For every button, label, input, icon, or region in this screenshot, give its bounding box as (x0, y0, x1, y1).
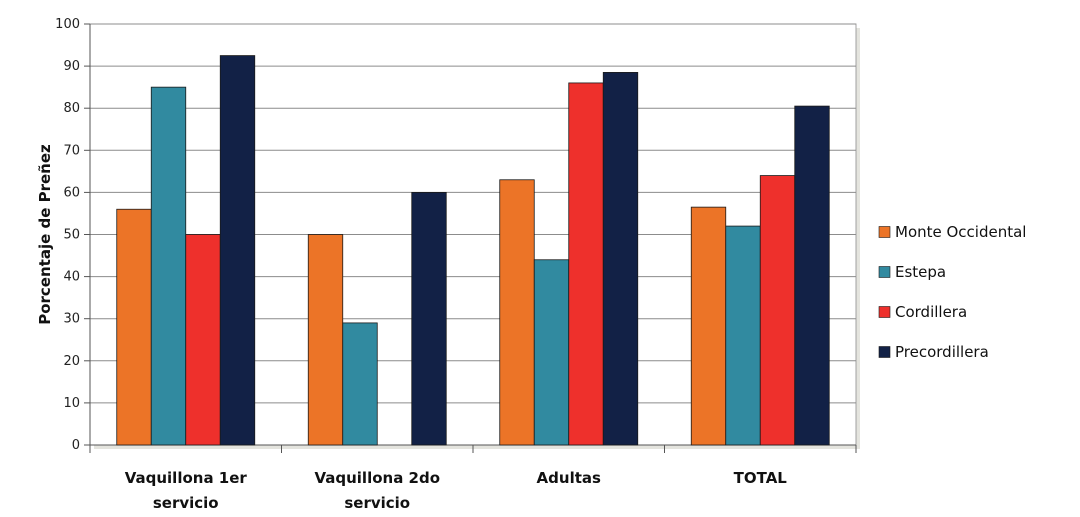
bar-cordillera (185, 234, 221, 446)
legend-label: Cordillera (895, 303, 967, 321)
bar-estepa (725, 225, 761, 446)
bar-precordillera (411, 191, 447, 446)
x-category-label: Vaquillona 2do (314, 469, 440, 487)
legend: Monte Occidental Estepa Cordillera Precordi… (878, 223, 1026, 361)
legend-swatch (878, 226, 891, 238)
y-tick-label: 70 (63, 143, 80, 158)
legend-label: Monte Occidental (895, 223, 1026, 241)
legend-swatch (878, 346, 891, 358)
y-tick-label: 30 (63, 312, 80, 327)
y-tick-label: 50 (63, 228, 80, 243)
y-tick-label: 0 (72, 438, 80, 453)
y-tick-label: 10 (63, 396, 80, 411)
x-category-label: servicio (344, 494, 410, 512)
bar-precordillera (219, 55, 256, 446)
x-category-label: TOTAL (734, 469, 788, 487)
bar-estepa (150, 86, 187, 446)
bar-monte-occidental (116, 208, 152, 446)
bar-precordillera (794, 105, 830, 446)
plot-area: 0 10 20 30 40 50 60 70 80 90 100 Vaquillona 1er serv… (36, 17, 860, 512)
bar-monte-occidental (690, 206, 727, 446)
bar-monte-occidental (307, 234, 344, 446)
x-category-label: Adultas (537, 469, 601, 487)
bar-cordillera (759, 175, 796, 446)
y-tick-label: 90 (63, 59, 80, 74)
y-tick-label: 80 (63, 101, 80, 116)
x-category-label: Vaquillona 1er (125, 469, 248, 487)
bar-precordillera (602, 72, 639, 446)
legend-swatch (878, 306, 891, 318)
y-tick-label: 20 (63, 354, 80, 369)
bar-estepa (342, 322, 378, 446)
legend-label: Precordillera (895, 343, 989, 361)
bar-estepa (533, 259, 570, 446)
bar-cordillera (568, 82, 604, 446)
legend-label: Estepa (895, 263, 946, 281)
legend-swatch (878, 266, 891, 278)
y-tick-label: 100 (55, 17, 80, 32)
bar-monte-occidental (499, 179, 535, 446)
y-tick-label: 60 (63, 185, 80, 200)
x-category-label: servicio (153, 494, 219, 512)
y-axis-label: Porcentaje de Preñez (36, 144, 54, 325)
y-tick-label: 40 (63, 270, 80, 285)
